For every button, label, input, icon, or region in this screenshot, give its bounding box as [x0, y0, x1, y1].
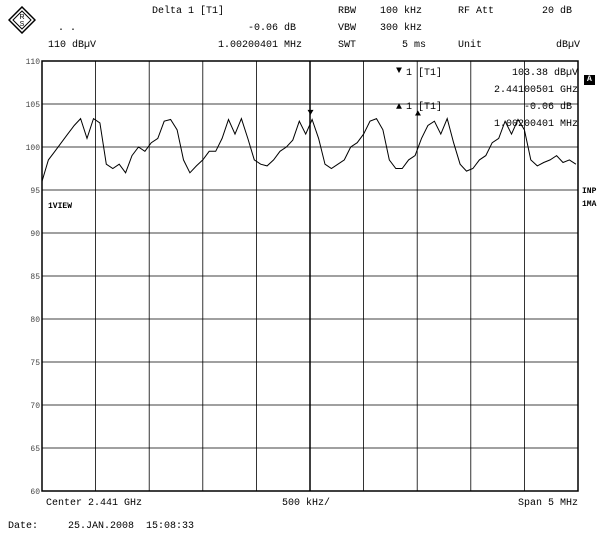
y-tick-label: 95	[30, 187, 40, 196]
date-label: Date:	[8, 521, 39, 532]
y-tick-label: 75	[30, 359, 40, 368]
trace-line	[41, 117, 577, 182]
y-tick-label: 105	[26, 101, 41, 110]
rfatt-label: RF Att	[458, 6, 495, 17]
marker2-level: -0.06 dB	[523, 102, 572, 113]
marker1-freq: 2.44100501 GHz	[493, 85, 578, 96]
ref-level: 110 dBµV	[48, 40, 97, 51]
rbw-value: 100 kHz	[380, 6, 423, 17]
marker-symbol	[307, 109, 314, 115]
trace-a-badge: A	[584, 75, 595, 85]
rbw-label: RBW	[338, 6, 357, 17]
swt-label: SWT	[338, 40, 357, 51]
rohde-schwarz-logo-icon: R S	[8, 6, 36, 34]
y-tick-labels: 60 65 70 75 80 85 90 95 100 105 110	[26, 58, 41, 497]
view-label: 1VIEW	[48, 202, 73, 211]
ma-label: 1MA	[582, 200, 597, 209]
y-tick-label: 100	[26, 144, 41, 153]
date-value: 25.JAN.2008 15:08:33	[68, 521, 195, 532]
header-dots: . .	[58, 23, 77, 34]
vbw-label: VBW	[338, 23, 357, 34]
vbw-value: 300 kHz	[380, 23, 423, 34]
marker1-level: 103.38 dBµV	[511, 68, 578, 79]
span: Span 5 MHz	[517, 498, 578, 509]
svg-text:R: R	[19, 14, 24, 21]
center-frequency: Center 2.441 GHz	[46, 498, 143, 509]
rfatt-value: 20 dB	[541, 6, 572, 17]
swt-value: 5 ms	[401, 40, 426, 51]
marker1-icon: ▼	[396, 66, 403, 77]
y-tick-label: 85	[30, 273, 40, 282]
marker2-icon: ▲	[396, 102, 403, 113]
marker2-label: 1 [T1]	[406, 102, 443, 113]
y-tick-label: 70	[30, 402, 40, 411]
input-label: INP	[582, 187, 597, 196]
y-tick-label: 60	[30, 488, 40, 497]
marker-symbol	[414, 110, 421, 116]
plot-grid	[42, 61, 578, 491]
marker-delta-freq: 1.00200401 MHz	[217, 40, 302, 51]
svg-text:S: S	[20, 21, 25, 28]
unit-label: Unit	[458, 40, 483, 51]
unit-value: dBµV	[555, 40, 580, 51]
marker2-freq: 1.00200401 MHz	[493, 119, 578, 130]
marker-title: Delta 1 [T1]	[152, 6, 225, 17]
frequency-per-division: 500 kHz/	[282, 498, 331, 509]
marker1-label: 1 [T1]	[406, 68, 443, 79]
y-tick-label: 90	[30, 230, 40, 239]
y-tick-label: 110	[26, 58, 41, 67]
marker-delta-db: -0.06 dB	[247, 23, 296, 34]
y-tick-label: 80	[30, 316, 40, 325]
y-tick-label: 65	[30, 445, 40, 454]
marker-symbols	[307, 109, 421, 116]
